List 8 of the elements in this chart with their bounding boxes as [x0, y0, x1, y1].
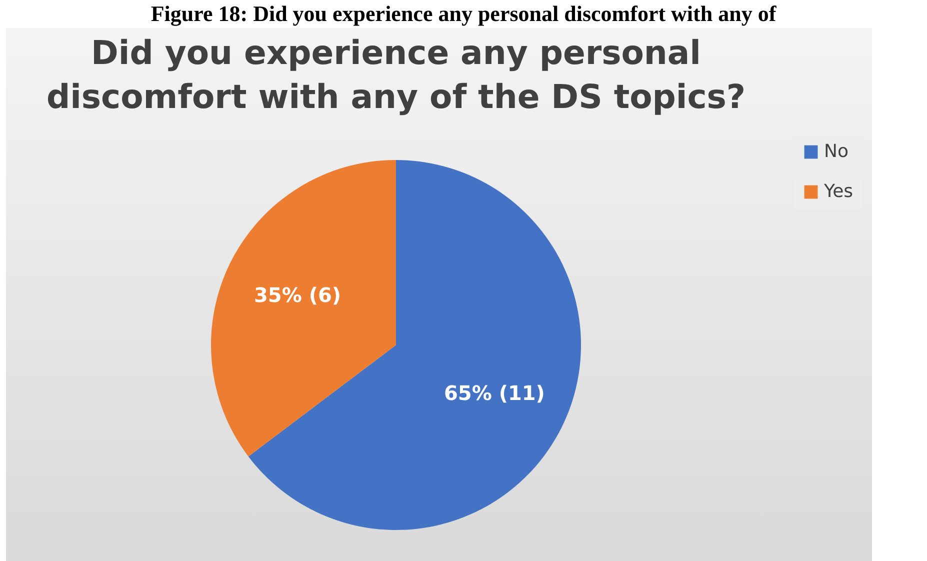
caption: Figure 18: Did you experience any personal discomfort with any of	[150, 0, 778, 28]
pie-slice	[211, 160, 396, 456]
legend-label: Yes	[823, 181, 854, 202]
chart-title: Did you experience any personal discomfort with any of the DS topics?	[46, 33, 746, 116]
legend-label: No	[824, 141, 848, 162]
data-label: 35% (6)	[254, 282, 342, 307]
pie-slice	[248, 160, 581, 530]
data-label: 65% (11)	[444, 381, 545, 406]
